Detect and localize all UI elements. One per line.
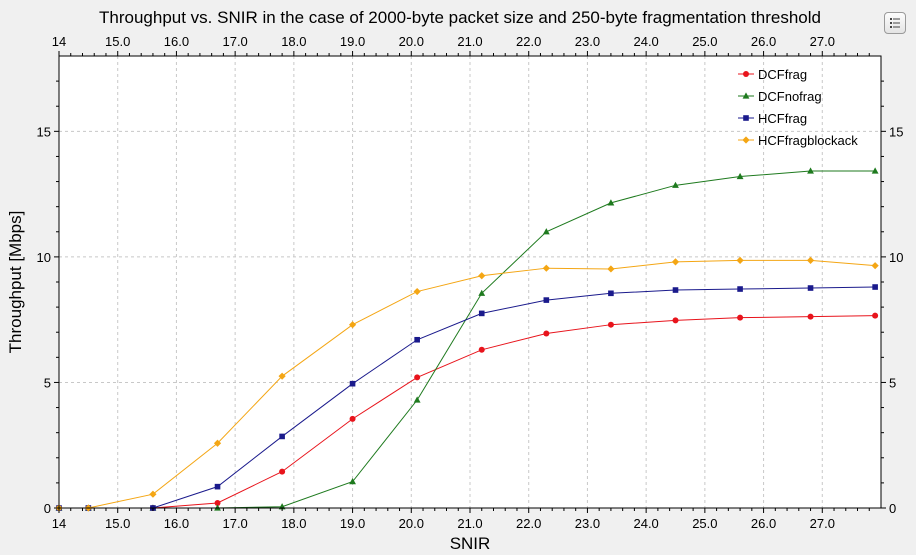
data-point-dcffrag [214,499,221,506]
data-point-hcffragblockack [607,265,615,273]
data-point-dcffrag [737,314,744,321]
data-point-hcffrag [279,433,285,440]
data-point-dcfnofrag [736,172,744,180]
x-tick-label-top: 23.0 [575,34,600,49]
series-hcffragblockack [55,256,879,512]
y-tick-label-right: 0 [889,501,896,516]
data-point-hcffragblockack [671,258,680,266]
x-tick-label-top: 24.0 [633,34,658,49]
data-point-hcffrag [807,285,814,291]
data-point-dcfnofrag [807,167,814,174]
data-point-dcffrag [807,313,814,320]
data-point-hcffragblockack [542,264,550,272]
data-point-hcffrag [608,290,614,297]
x-tick-label-bottom: 17.0 [222,516,247,531]
x-tick-label-top: 26.0 [751,34,776,49]
y-tick-label-right: 15 [889,124,903,139]
data-point-dcfnofrag [542,228,550,235]
chart-title: Throughput vs. SNIR in the case of 2000-… [99,8,821,27]
data-point-hcffrag [737,286,743,292]
series-line-dcffrag [59,315,876,509]
x-tick-label-top: 16.0 [164,34,189,49]
data-point-hcffragblockack [871,262,879,270]
x-tick-label-bottom: 22.0 [516,516,541,531]
data-point-dcffrag [478,346,485,353]
x-axis-label: SNIR [450,534,491,553]
legend-label-hcffragblockack: HCFfragblockack [758,133,858,148]
legend-label-dcffrag: DCFfrag [758,67,807,82]
data-point-dcffrag [872,312,879,319]
x-tick-label-bottom: 26.0 [751,516,776,531]
data-point-dcffrag [279,468,286,475]
data-point-dcfnofrag [478,289,486,296]
x-tick-label-top: 22.0 [516,34,541,49]
x-tick-label-top: 18.0 [281,34,306,49]
x-tick-label-top: 17.0 [222,34,247,49]
data-point-hcffrag [414,336,420,343]
data-point-hcffragblockack [278,372,286,380]
x-tick-label-bottom: 18.0 [281,516,306,531]
data-point-hcffragblockack [736,256,744,265]
x-tick-label-bottom: 25.0 [692,516,717,531]
y-tick-label-left: 5 [44,375,51,390]
x-tick-label-top: 21.0 [457,34,482,49]
x-tick-label-bottom: 19.0 [340,516,365,531]
data-point-dcffrag [414,374,421,381]
data-point-hcffragblockack [213,439,222,447]
series-line-hcffragblockack [59,259,876,509]
x-tick-label-bottom: 24.0 [633,516,658,531]
chart-menu-button[interactable] [884,12,906,34]
x-tick-label-top: 20.0 [399,34,424,49]
y-tick-label-left: 10 [37,250,51,265]
x-tick-label-top: 19.0 [340,34,365,49]
data-point-hcffragblockack [806,256,815,265]
x-tick-label-bottom: 27.0 [810,516,835,531]
y-axis-label: Throughput [Mbps] [6,211,25,354]
x-tick-label-top: 27.0 [810,34,835,49]
data-point-dcffrag [543,330,550,337]
data-point-hcffragblockack [348,321,357,329]
data-point-dcffrag [349,415,356,422]
data-point-hcffragblockack [413,287,421,296]
data-point-hcffrag [478,310,485,317]
data-point-dcfnofrag [607,199,615,206]
legend-marker-dcfnofrag [742,92,750,99]
list-menu-icon [890,18,900,28]
data-point-hcffrag [872,284,878,290]
x-tick-label-bottom: 15.0 [105,516,130,531]
x-tick-label-top: 25.0 [692,34,717,49]
legend-marker-hcffrag [743,115,749,121]
x-tick-label-bottom: 23.0 [575,516,600,531]
data-point-dcfnofrag [413,396,421,403]
legend-marker-dcffrag [743,71,749,77]
data-point-dcfnofrag [349,478,356,485]
data-point-dcfnofrag [871,167,879,174]
x-tick-label-top: 15.0 [105,34,130,49]
legend-label-hcffrag: HCFfrag [758,111,807,126]
data-point-dcffrag [672,317,679,324]
y-tick-label-right: 5 [889,375,896,390]
data-point-hcffrag [214,483,221,490]
x-tick-label-bottom: 21.0 [457,516,482,531]
data-point-hcffragblockack [478,272,486,280]
data-point-dcfnofrag [672,181,679,188]
x-tick-label-bottom: 16.0 [164,516,189,531]
x-tick-label-bottom: 20.0 [399,516,424,531]
data-point-hcffrag [349,380,356,387]
data-point-hcffrag [543,297,550,303]
data-point-hcffragblockack [149,490,157,498]
legend-label-dcfnofrag: DCFnofrag [758,89,822,104]
y-tick-label-right: 10 [889,250,903,265]
series-dcffrag [56,312,879,511]
series-line-hcffrag [59,286,876,509]
y-tick-label-left: 0 [44,501,51,516]
x-tick-label-bottom: 14 [52,516,66,531]
y-tick-label-left: 15 [37,124,51,139]
data-point-dcffrag [607,321,614,328]
legend-marker-hcffragblockack [742,136,750,144]
x-tick-label-top: 14 [52,34,66,49]
data-point-hcffrag [672,287,679,293]
